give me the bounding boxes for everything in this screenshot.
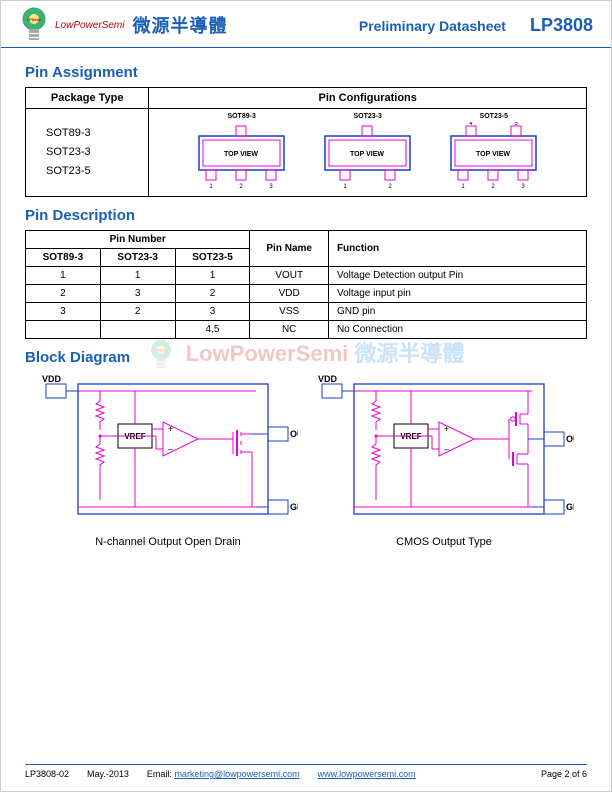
svg-text:VDD: VDD [42, 374, 62, 384]
svg-text:2: 2 [492, 184, 496, 190]
block-diagram-icon: VDDVREF+–OUTGND [38, 374, 298, 534]
svg-text:OUT: OUT [290, 429, 298, 439]
svg-text:2: 2 [389, 184, 393, 190]
pin-assignment-table: Package Type Pin Configurations SOT89-3 … [25, 87, 587, 197]
package-outline-icon: TOP VIEW45123 [436, 122, 551, 192]
table-row: 323VSSGND pin [26, 303, 587, 321]
subcol-sot23-3: SOT23-3 [100, 249, 175, 267]
svg-text:–: – [444, 444, 449, 454]
page-number: Page 2 of 6 [541, 769, 587, 779]
doc-date: May.-2013 [87, 769, 129, 779]
subcol-sot23-5: SOT23-5 [175, 249, 250, 267]
email-link[interactable]: marketing@lowpowersemi.com [174, 769, 299, 779]
section-pin-description: Pin Description [25, 207, 587, 224]
pkg-item: SOT23-3 [46, 143, 128, 162]
page-content: Pin Assignment Package Type Pin Configur… [1, 48, 611, 548]
svg-text:GND: GND [290, 502, 298, 512]
svg-text:TOP VIEW: TOP VIEW [350, 151, 384, 158]
block-diagram-left: VDDVREF+–OUTGND N-channel Output Open Dr… [38, 374, 298, 548]
preliminary-label: Preliminary Datasheet [359, 18, 506, 34]
pkg-item: SOT23-5 [46, 162, 128, 181]
header-right: Preliminary Datasheet LP3808 [359, 15, 593, 36]
page-footer: LP3808-02 May.-2013 Email: marketing@low… [25, 764, 587, 779]
col-package-type: Package Type [26, 88, 149, 109]
package-drawings-cell: SOT89-3 TOP VIEW123 SOT23-3 TOP VIEW12 S… [149, 109, 587, 197]
doc-id: LP3808-02 [25, 769, 69, 779]
subcol-sot89-3: SOT89-3 [26, 249, 101, 267]
logo-bulb-icon [19, 7, 49, 43]
svg-text:+: + [168, 424, 173, 434]
block-diagram-right: VDDVREF+–OUTGND CMOS Output Type [314, 374, 574, 548]
col-pin-config: Pin Configurations [149, 88, 587, 109]
package-outline-icon: TOP VIEW 1 2 [310, 122, 425, 192]
svg-text:3: 3 [269, 184, 273, 190]
table-row: 111VOUTVoltage Detection output Pin [26, 267, 587, 285]
caption-left: N-channel Output Open Drain [38, 536, 298, 548]
pin-description-table: Pin Number Pin Name Function SOT89-3 SOT… [25, 230, 587, 339]
table-row: 232VDDVoltage input pin [26, 285, 587, 303]
table-row: 4,5NCNo Connection [26, 321, 587, 339]
col-function: Function [328, 231, 586, 267]
brand-cjk: 微源半導體 [132, 12, 227, 38]
package-list-cell: SOT89-3 SOT23-3 SOT23-5 [26, 109, 149, 197]
pkg-drawing-sot89-3: SOT89-3 TOP VIEW123 [184, 113, 299, 192]
svg-text:3: 3 [522, 184, 526, 190]
col-pin-name: Pin Name [250, 231, 329, 267]
svg-text:1: 1 [344, 184, 348, 190]
website-link[interactable]: www.lowpowersemi.com [318, 769, 416, 779]
svg-text:2: 2 [239, 184, 243, 190]
svg-text:VDD: VDD [318, 374, 338, 384]
svg-text:1: 1 [462, 184, 466, 190]
section-block-diagram: Block Diagram [25, 349, 587, 366]
email-wrap: Email: marketing@lowpowersemi.com [147, 769, 300, 779]
brand-text: LowPowerSemi [55, 20, 124, 31]
part-number: LP3808 [530, 15, 593, 36]
section-pin-assignment: Pin Assignment [25, 64, 587, 81]
svg-text:TOP VIEW: TOP VIEW [224, 151, 258, 158]
block-diagrams-row: VDDVREF+–OUTGND N-channel Output Open Dr… [25, 374, 587, 548]
svg-text:OUT: OUT [566, 434, 574, 444]
caption-right: CMOS Output Type [314, 536, 574, 548]
block-diagram-icon: VDDVREF+–OUTGND [314, 374, 574, 534]
pkg-drawing-sot23-3: SOT23-3 TOP VIEW12 [310, 113, 425, 192]
svg-text:+: + [444, 424, 449, 434]
pkg-drawing-sot23-5: SOT23-5 TOP VIEW45123 [436, 113, 551, 192]
page-header: LowPowerSemi 微源半導體 Preliminary Datasheet… [1, 1, 611, 48]
svg-text:1: 1 [209, 184, 213, 190]
svg-text:–: – [168, 444, 173, 454]
package-outline-icon: TOP VIEW 1 2 3 [184, 122, 299, 192]
svg-text:GND: GND [566, 502, 574, 512]
pkg-item: SOT89-3 [46, 124, 128, 143]
svg-text:TOP VIEW: TOP VIEW [476, 151, 510, 158]
col-pin-number: Pin Number [26, 231, 250, 249]
